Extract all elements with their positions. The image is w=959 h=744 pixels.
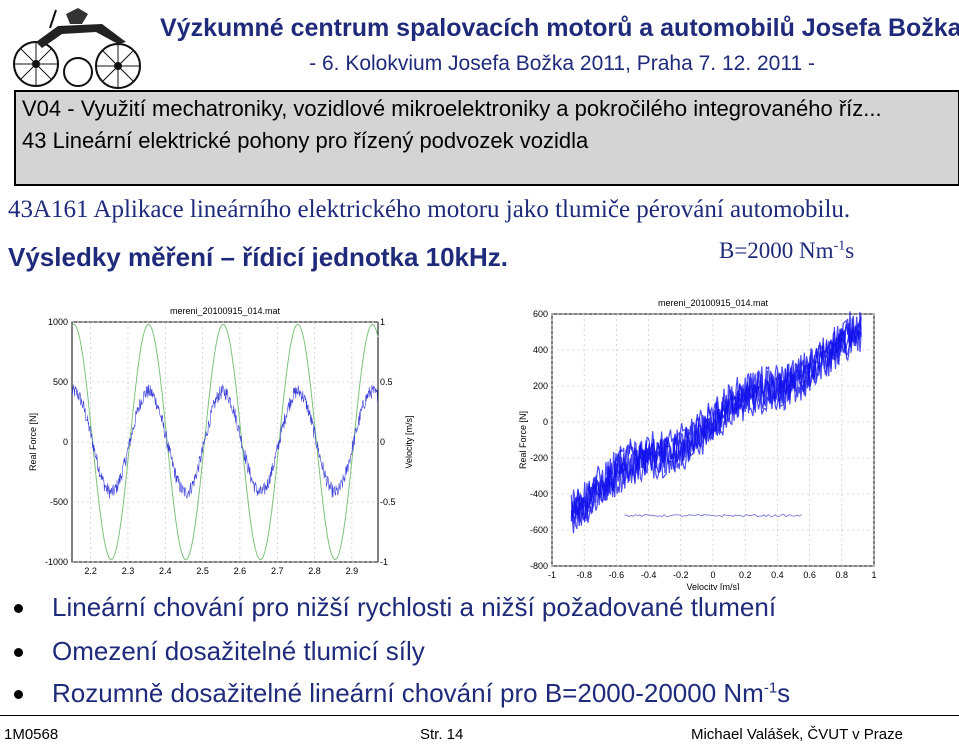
x-tick-label: 2.5 (196, 566, 209, 576)
y-tick-label: -200 (530, 453, 548, 463)
x-tick-label: 2.2 (84, 566, 97, 576)
y-tick-label: 600 (533, 309, 548, 319)
x-tick-label: 0.2 (739, 570, 752, 580)
x-tick-label: 0.8 (836, 570, 849, 580)
x-tick-label: 2.6 (234, 566, 247, 576)
results-heading: Výsledky měření – řídicí jednotka 10kHz. (8, 242, 509, 272)
time-series-chart: mereni_20100915_014.mat 1000 500 0 -500 -1000… (28, 306, 414, 576)
vintage-car-logo (13, 8, 141, 89)
y-tick-label: -500 (50, 497, 68, 507)
y-tick-label: -400 (530, 489, 548, 499)
bullet-text-suffix: s (777, 678, 791, 708)
chart-title: mereni_20100915_014.mat (170, 306, 281, 316)
y-tick-label: 400 (533, 345, 548, 355)
force-velocity-trace (570, 311, 862, 517)
bullet-text-sup: -1 (763, 679, 778, 697)
x-tick-label: 1 (871, 570, 876, 580)
x-tick-label: 2.9 (346, 566, 359, 576)
y-tick-label: 200 (533, 381, 548, 391)
footer-project-code: 1M0568 (4, 726, 59, 743)
y2-tick-label: 1 (380, 317, 385, 327)
y2-tick-label: -0.5 (380, 497, 396, 507)
damping-value: B=2000 Nm-1s (719, 238, 854, 264)
section-line-2: 43 Lineární elektrické pohony pro řízený… (22, 128, 589, 153)
x-tick-label: 2.4 (159, 566, 172, 576)
x-axis-label: Velocity [m/s] (686, 582, 739, 590)
x-tick-label: 2.7 (271, 566, 284, 576)
y-tick-label: 0 (63, 437, 68, 447)
bullet-text: Rozumně dosažitelné lineární chování pro… (52, 678, 790, 709)
section-box: V04 - Využití mechatroniky, vozidlové mi… (14, 90, 959, 186)
y-axis-label: Real Force [N] (518, 411, 528, 469)
x-tick-label: -0.6 (609, 570, 625, 580)
y2-tick-label: 0.5 (380, 377, 393, 387)
x-tick-label: 0 (710, 570, 715, 580)
y-tick-label: -1000 (45, 557, 68, 567)
x-tick-label: -1 (548, 570, 556, 580)
bullet-text: Omezení dosažitelné tlumicí síly (52, 636, 425, 666)
x-tick-label: 2.8 (308, 566, 321, 576)
x-tick-label: -0.4 (641, 570, 657, 580)
y-tick-label: 0 (543, 417, 548, 427)
y2-tick-label: 0 (380, 437, 385, 447)
footer-author: Michael Valášek, ČVUT v Praze (690, 726, 903, 743)
footer-divider (0, 715, 959, 716)
bullet-text-main: Rozumně dosažitelné lineární chování pro… (52, 678, 764, 708)
damping-value-text: B=2000 Nm (719, 238, 834, 263)
bullet-dot (14, 604, 23, 613)
bullet-dot (14, 690, 23, 699)
x-tick-label: 2.3 (122, 566, 135, 576)
header-title: Výzkumné centrum spalovacích motorů a au… (160, 14, 959, 42)
y-axis-label: Real Force [N] (28, 413, 38, 471)
force-velocity-chart: mereni_20100915_014.mat 600 400 200 0 -200 -40… (518, 298, 877, 590)
y-tick-label: 1000 (48, 317, 68, 327)
x-tick-label: -0.8 (576, 570, 592, 580)
y-tick-label: 500 (53, 377, 68, 387)
velocity-series-line (71, 323, 379, 561)
y2-tick-label: -1 (380, 557, 388, 567)
bullet-text: Lineární chování pro nižší rychlosti a n… (52, 592, 777, 622)
flat-trace (624, 514, 802, 518)
damping-value-suffix: s (845, 238, 855, 263)
footer-page-number: Str. 14 (420, 726, 464, 743)
project-subtitle: 43A161 Aplikace lineárního elektrického … (8, 196, 851, 223)
bullet-dot (14, 648, 23, 657)
chart-title: mereni_20100915_014.mat (658, 298, 769, 308)
damping-value-sup: -1 (833, 238, 846, 254)
force-series-line (71, 384, 379, 499)
y-tick-label: -600 (530, 525, 548, 535)
x-tick-label: 0.4 (771, 570, 784, 580)
x-tick-label: -0.2 (673, 570, 689, 580)
header-subtitle: - 6. Kolokvium Josefa Božka 2011, Praha … (309, 52, 815, 75)
x-tick-label: 0.6 (803, 570, 816, 580)
y2-axis-label: Velocity [m/s] (404, 415, 414, 468)
y-tick-label: -800 (530, 561, 548, 571)
section-line-1: V04 - Využití mechatroniky, vozidlové mi… (22, 96, 882, 121)
